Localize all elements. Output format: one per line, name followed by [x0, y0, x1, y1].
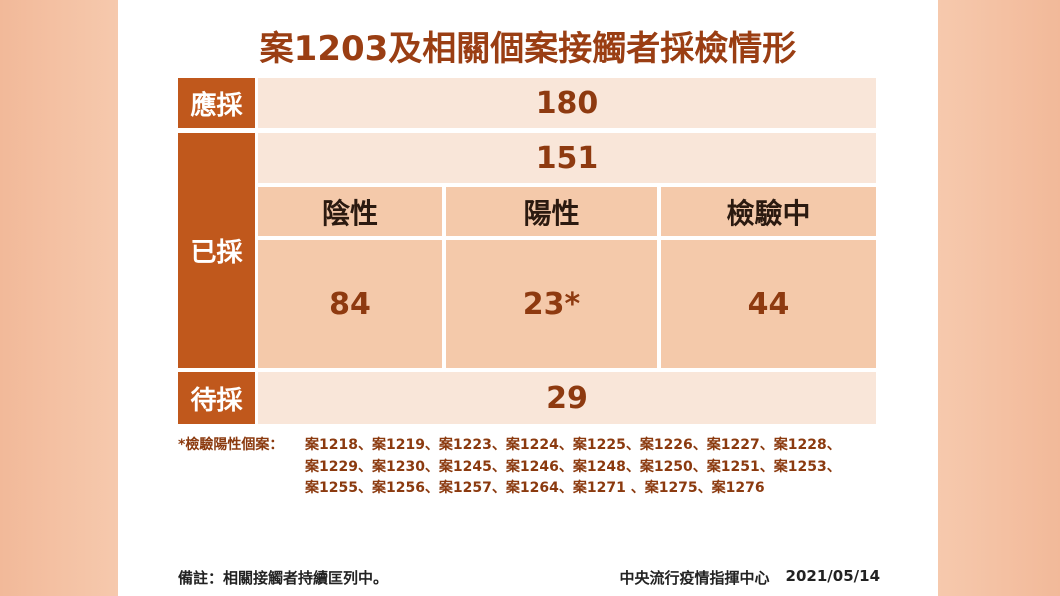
footnote-line: 案1229、案1230、案1245、案1246、案1248、案1250、案125…	[305, 459, 841, 475]
cell-value: 29	[258, 372, 876, 424]
cell-value: 180	[258, 78, 876, 128]
row-label: 應採	[178, 78, 255, 128]
title: 案1203及相關個案接觸者採檢情形	[259, 28, 797, 69]
column-header: 檢驗中	[661, 187, 876, 236]
cell-value: 151	[258, 133, 876, 183]
source-block: 中央流行疫情指揮中心 2021/05/14	[620, 567, 880, 588]
footnote-line: 案1218、案1219、案1223、案1224、案1225、案1226、案122…	[305, 437, 841, 453]
source: 中央流行疫情指揮中心	[619, 569, 770, 587]
column-header: 陰性	[258, 187, 442, 236]
row-label: 已採	[178, 133, 255, 368]
cell-value: 23*	[446, 240, 657, 368]
note: 備註：相關接觸者持續匡列中。	[178, 569, 389, 587]
footnote-label: *檢驗陽性個案：	[178, 437, 284, 453]
cell-value: 84	[258, 240, 442, 368]
cell-value: 44	[661, 240, 876, 368]
footnote-line: 案1255、案1256、案1257、案1264、案1271 、案1275、案12…	[305, 480, 765, 496]
row-label: 待採	[178, 372, 255, 424]
column-header: 陽性	[446, 187, 657, 236]
date: 2021/05/14	[785, 567, 880, 585]
